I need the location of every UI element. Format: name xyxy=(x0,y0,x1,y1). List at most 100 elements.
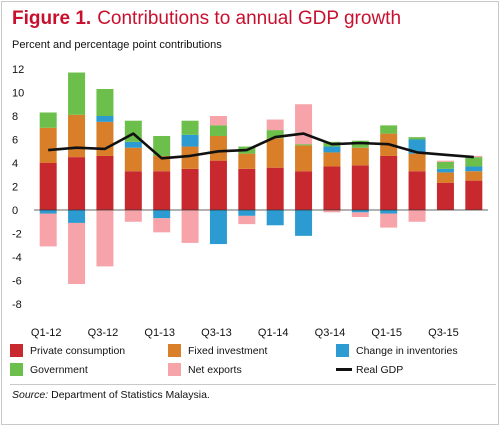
bar-government xyxy=(39,112,57,128)
bar-fixed-investment xyxy=(295,145,313,172)
series-line-real-gdp xyxy=(48,132,474,160)
bar-fixed-investment xyxy=(209,135,227,161)
y-tick-label: 6 xyxy=(12,135,18,147)
bar-government xyxy=(266,130,284,139)
y-tick-label: 0 xyxy=(12,205,18,217)
legend-divider xyxy=(10,384,496,385)
bar-government xyxy=(436,161,454,169)
bar-change-in-inventories xyxy=(124,141,142,148)
legend-label: Government xyxy=(30,364,88,376)
bar-private-consumption xyxy=(39,163,57,210)
bar-private-consumption xyxy=(266,167,284,210)
bar-net-exports xyxy=(323,210,341,213)
legend-swatch xyxy=(336,368,352,371)
x-tick-label: Q1-14 xyxy=(258,327,289,339)
bar-government xyxy=(209,125,227,136)
y-tick-label: 2 xyxy=(12,182,18,194)
bar-private-consumption xyxy=(323,166,341,210)
bar-net-exports xyxy=(39,213,57,247)
bar-net-exports xyxy=(380,213,398,228)
legend-label: Fixed investment xyxy=(188,345,268,357)
legend-label: Real GDP xyxy=(356,364,404,376)
x-tick-label: Q1-12 xyxy=(31,327,62,339)
bar-government xyxy=(465,157,483,167)
y-tick-label: -6 xyxy=(12,276,22,288)
x-tick-label: Q1-13 xyxy=(144,327,175,339)
bar-change-in-inventories xyxy=(96,116,114,122)
bar-fixed-investment xyxy=(68,114,86,158)
bar-net-exports xyxy=(68,222,86,285)
bar-change-in-inventories xyxy=(323,146,341,153)
bar-private-consumption xyxy=(68,157,86,210)
legend-label: Private consumption xyxy=(30,345,126,357)
bar-private-consumption xyxy=(181,168,199,210)
bar-change-in-inventories xyxy=(436,168,454,173)
bar-fixed-investment xyxy=(39,127,57,163)
bar-change-in-inventories xyxy=(380,210,398,214)
bar-government xyxy=(295,144,313,146)
y-tick-label: -8 xyxy=(12,299,22,311)
bar-private-consumption xyxy=(96,155,114,210)
bar-fixed-investment xyxy=(465,171,483,181)
bar-net-exports xyxy=(153,218,171,233)
legend-swatch xyxy=(10,363,23,376)
bar-government xyxy=(153,135,171,156)
bar-fixed-investment xyxy=(323,152,341,167)
bar-net-exports xyxy=(238,215,256,225)
bar-change-in-inventories xyxy=(209,210,227,245)
bar-net-exports xyxy=(408,210,426,222)
bar-change-in-inventories xyxy=(266,210,284,226)
legend-label: Net exports xyxy=(188,364,242,376)
bar-net-exports xyxy=(181,210,199,243)
legend-swatch xyxy=(10,344,23,357)
bar-government xyxy=(380,125,398,134)
source-text: Department of Statistics Malaysia. xyxy=(51,389,210,401)
legend-swatch xyxy=(168,363,181,376)
bar-change-in-inventories xyxy=(465,166,483,172)
bar-government xyxy=(181,120,199,135)
x-tick-label: Q3-15 xyxy=(428,327,459,339)
bar-net-exports xyxy=(124,210,142,222)
bar-fixed-investment xyxy=(153,155,171,172)
bar-change-in-inventories xyxy=(181,134,199,147)
bar-private-consumption xyxy=(465,180,483,210)
y-tick-label: 4 xyxy=(12,158,18,170)
bar-private-consumption xyxy=(408,171,426,210)
bar-change-in-inventories xyxy=(153,210,171,219)
bar-fixed-investment xyxy=(266,138,284,168)
chart-subtitle: Percent and percentage point contributio… xyxy=(12,39,222,51)
bar-private-consumption xyxy=(153,171,171,210)
bar-net-exports xyxy=(351,212,369,218)
y-tick-label: 8 xyxy=(12,111,18,123)
x-tick-label: Q3-14 xyxy=(315,327,346,339)
figure-title: Contributions to annual GDP growth xyxy=(97,8,402,29)
bar-fixed-investment xyxy=(238,153,256,169)
bar-private-consumption xyxy=(209,160,227,210)
figure-title-row: Figure 1. Contributions to annual GDP gro… xyxy=(12,7,401,31)
figure-label: Figure 1. xyxy=(12,8,92,29)
bar-fixed-investment xyxy=(351,147,369,166)
bar-fixed-investment xyxy=(408,153,426,172)
x-tick-label: Q3-13 xyxy=(201,327,232,339)
y-tick-label: 12 xyxy=(12,64,24,76)
bar-private-consumption xyxy=(238,168,256,210)
bar-net-exports xyxy=(96,210,114,267)
bar-net-exports xyxy=(295,104,313,145)
bar-government xyxy=(408,137,426,140)
x-tick-label: Q1-15 xyxy=(371,327,402,339)
y-tick-label: -2 xyxy=(12,229,22,241)
y-tick-label: -4 xyxy=(12,252,22,264)
bar-change-in-inventories xyxy=(295,210,313,236)
bar-private-consumption xyxy=(436,182,454,210)
bar-change-in-inventories xyxy=(39,210,57,214)
legend-label: Change in inventories xyxy=(356,345,458,357)
bar-fixed-investment xyxy=(181,146,199,169)
bar-net-exports xyxy=(266,119,284,131)
legend-swatch xyxy=(336,344,349,357)
bar-change-in-inventories xyxy=(68,210,86,223)
bar-private-consumption xyxy=(295,171,313,210)
bar-private-consumption xyxy=(351,165,369,210)
bar-fixed-investment xyxy=(96,121,114,156)
bar-private-consumption xyxy=(380,155,398,210)
